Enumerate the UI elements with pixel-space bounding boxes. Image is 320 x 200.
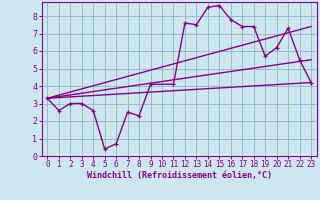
- X-axis label: Windchill (Refroidissement éolien,°C): Windchill (Refroidissement éolien,°C): [87, 171, 272, 180]
